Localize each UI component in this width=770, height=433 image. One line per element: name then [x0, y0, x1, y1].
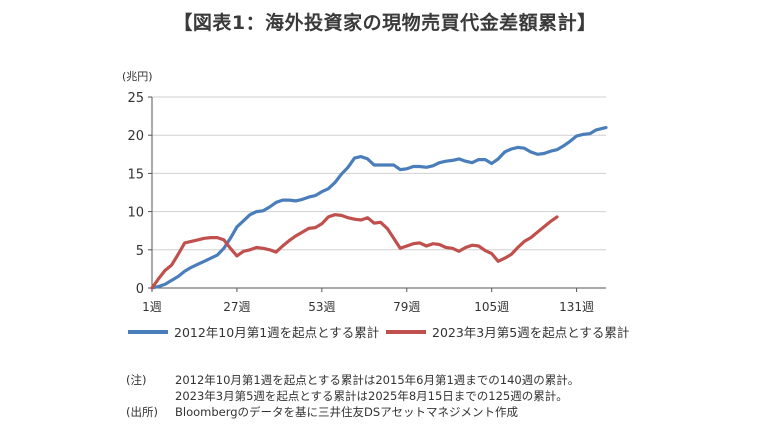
series-lines [150, 125, 608, 290]
note-label: (注) [126, 373, 147, 387]
note-line-2: 2023年3月第5週を起点とする累計は2025年8月15日までの125週の累計。 [175, 389, 568, 403]
x-tick-label: 131週 [559, 300, 594, 314]
y-tick-label: 15 [127, 167, 144, 182]
source-text: Bloombergのデータを基に三井住友DSアセットマネジメント作成 [175, 405, 518, 419]
x-tick-label: 105週 [474, 300, 509, 314]
y-tick-label: 0 [136, 282, 144, 297]
y-axis-ticks: 0 5 10 15 20 25 [127, 91, 152, 297]
legend: 2012年10月第1週を起点とする累計 2023年3月第5週を起点とする累計 [128, 325, 629, 340]
y-tick-label: 5 [136, 244, 144, 259]
gridlines [152, 96, 606, 251]
y-tick-label: 25 [127, 91, 144, 106]
x-tick-label: 53週 [308, 300, 335, 314]
x-tick-label: 1週 [142, 300, 162, 314]
x-tick-label: 27週 [223, 300, 250, 314]
y-axis-label: (兆円) [122, 70, 153, 83]
legend-label-2: 2023年3月第5週を起点とする累計 [432, 325, 629, 340]
x-tick-label: 79週 [393, 300, 420, 314]
y-tick-label: 10 [127, 206, 144, 221]
source-label: (出所) [126, 405, 158, 419]
x-axis-ticks: 1週 27週 53週 79週 105週 131週 [142, 288, 594, 314]
series-line-2 [150, 213, 559, 290]
y-tick-label: 20 [127, 129, 144, 144]
series-line-1 [150, 125, 608, 290]
note-line-1: 2012年10月第1週を起点とする累計は2015年6月第1週までの140週の累計… [175, 373, 580, 387]
legend-label-1: 2012年10月第1週を起点とする累計 [174, 325, 379, 340]
chart-title: 【図表1：海外投資家の現物売買代金差額累計】 [173, 12, 597, 34]
